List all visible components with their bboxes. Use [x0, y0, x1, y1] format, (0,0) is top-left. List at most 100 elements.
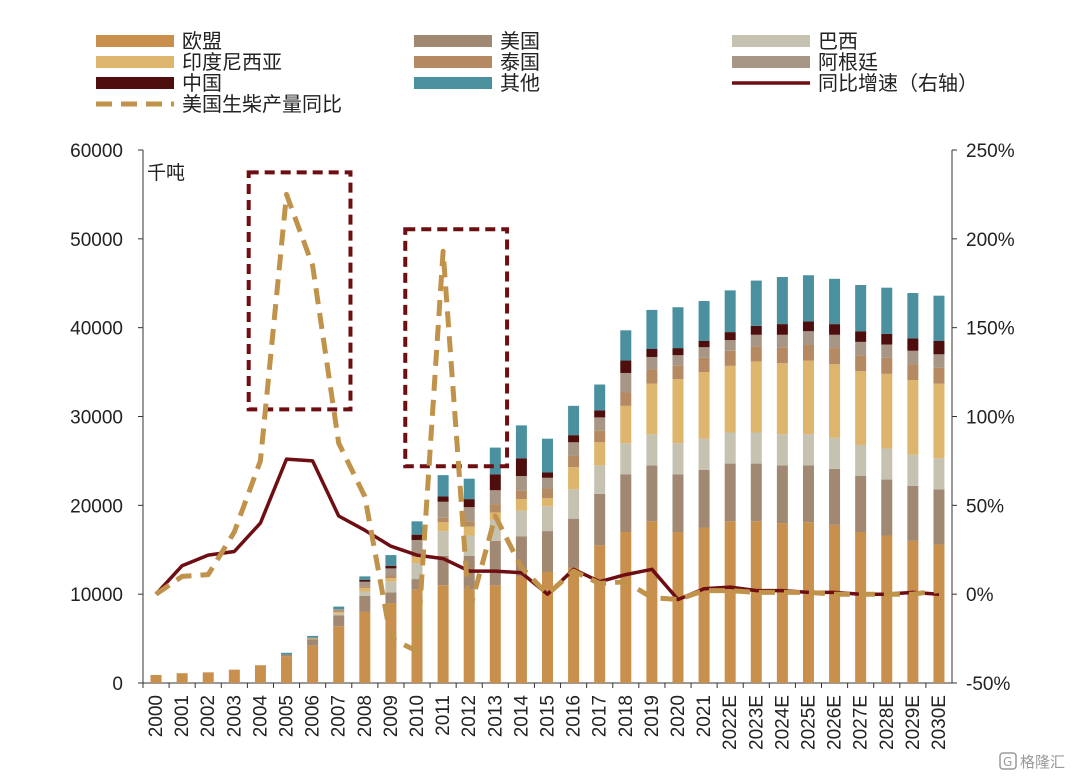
- bar-segment: [594, 545, 606, 683]
- x-tick-label: 2005: [277, 695, 298, 737]
- bar-segment: [385, 592, 397, 604]
- bar-segment: [489, 474, 501, 491]
- bar-segment: [829, 524, 841, 683]
- bar-segment: [620, 405, 632, 444]
- legend-item: 美国: [414, 29, 540, 53]
- x-tick-label: 2003: [224, 695, 245, 737]
- bar-segment: [568, 489, 580, 519]
- bar-segment: [359, 586, 371, 588]
- legend-label: 中国: [182, 71, 222, 95]
- left-axis-unit: 千吨: [147, 162, 185, 184]
- bar-segment: [542, 506, 553, 532]
- x-tick-label: 2002: [198, 695, 219, 737]
- left-tick-label: 0: [112, 674, 123, 695]
- bar-segment: [359, 581, 371, 587]
- bar-segment: [646, 521, 658, 683]
- left-tick-label: 20000: [70, 496, 123, 517]
- bar-segment: [698, 527, 710, 683]
- x-tick-label: 2022E: [720, 695, 741, 750]
- bar-segment: [542, 488, 553, 499]
- bar-segment: [724, 350, 736, 366]
- bar-segment: [463, 526, 475, 536]
- bar-segment: [594, 465, 606, 494]
- bar-segment: [333, 615, 345, 627]
- bar-segment: [750, 280, 762, 326]
- bar-segment: [829, 324, 841, 335]
- bar-segment: [359, 587, 371, 592]
- bar-segment: [802, 331, 814, 345]
- legend-swatch: [96, 56, 174, 68]
- bar-segment: [855, 355, 867, 372]
- legend-label: 泰国: [500, 50, 540, 74]
- right-tick-label: -50%: [966, 674, 1010, 695]
- bar-segment: [385, 581, 397, 593]
- yoy-growth-line: [154, 457, 940, 602]
- legend-item: 美国生柴产量同比: [96, 92, 342, 116]
- bar-segment: [855, 285, 867, 332]
- x-tick-label: 2010: [407, 695, 428, 737]
- x-tick-label: 2007: [329, 695, 350, 737]
- bar-segment: [802, 465, 814, 523]
- bar-segment: [307, 637, 319, 639]
- legend-label: 美国: [500, 29, 540, 53]
- bar-stacks: [150, 275, 945, 683]
- bar-segment: [620, 360, 632, 373]
- bar-segment: [907, 293, 919, 339]
- bar-segment: [646, 383, 658, 435]
- bar-segment: [724, 521, 736, 683]
- line-series: [154, 191, 940, 654]
- x-tick-label: 2016: [564, 695, 585, 737]
- bar-segment: [385, 565, 397, 569]
- x-tick-label: 2019: [642, 695, 663, 737]
- bar-segment: [202, 672, 214, 683]
- bar-segment: [385, 603, 397, 683]
- right-tick-label: 0%: [966, 585, 994, 606]
- bar-segment: [855, 476, 867, 532]
- bar-segment: [646, 309, 658, 349]
- right-tick-label: 150%: [966, 319, 1015, 340]
- bar-segment: [698, 372, 710, 439]
- bar-segment: [855, 331, 867, 342]
- bar-segment: [489, 585, 501, 683]
- bar-segment: [776, 324, 788, 335]
- bar-segment: [776, 334, 788, 348]
- bar-segment: [672, 379, 684, 444]
- legend-swatch: [414, 56, 492, 68]
- bar-segment: [489, 519, 501, 541]
- bar-segment: [750, 346, 762, 362]
- bar-segment: [542, 477, 553, 489]
- x-tick-label: 2024E: [772, 695, 793, 750]
- bar-segment: [515, 499, 527, 511]
- bar-segment: [881, 333, 893, 345]
- bar-segment: [646, 369, 658, 384]
- bar-segment: [150, 675, 162, 683]
- bar-segment: [855, 341, 867, 356]
- bar-segment: [594, 430, 606, 443]
- bar-segment: [411, 556, 423, 564]
- bar-segment: [829, 334, 841, 349]
- bar-segment: [750, 432, 762, 464]
- x-tick-label: 2028E: [877, 695, 898, 750]
- bar-segment: [385, 575, 397, 579]
- bar-segment: [698, 469, 710, 528]
- bar-segment: [802, 321, 814, 332]
- bar-segment: [463, 535, 475, 556]
- bar-segment: [542, 531, 553, 572]
- bar-segment: [463, 478, 475, 500]
- bar-segment: [907, 364, 919, 381]
- legend-label: 巴西: [818, 29, 858, 53]
- bar-segment: [829, 468, 841, 525]
- bar-segment: [802, 434, 814, 466]
- bar-segment: [489, 504, 501, 513]
- bar-segment: [463, 499, 475, 508]
- x-tick-label: 2025E: [798, 695, 819, 750]
- bar-segment: [594, 410, 606, 418]
- left-tick-label: 60000: [70, 141, 123, 162]
- highlight-boxes: [246, 170, 510, 469]
- bar-segment: [933, 489, 945, 545]
- bar-segment: [881, 287, 893, 334]
- watermark-text: 格隆汇: [1020, 753, 1065, 771]
- bar-segment: [515, 536, 527, 577]
- bar-segment: [281, 656, 293, 683]
- bar-segment: [568, 405, 580, 436]
